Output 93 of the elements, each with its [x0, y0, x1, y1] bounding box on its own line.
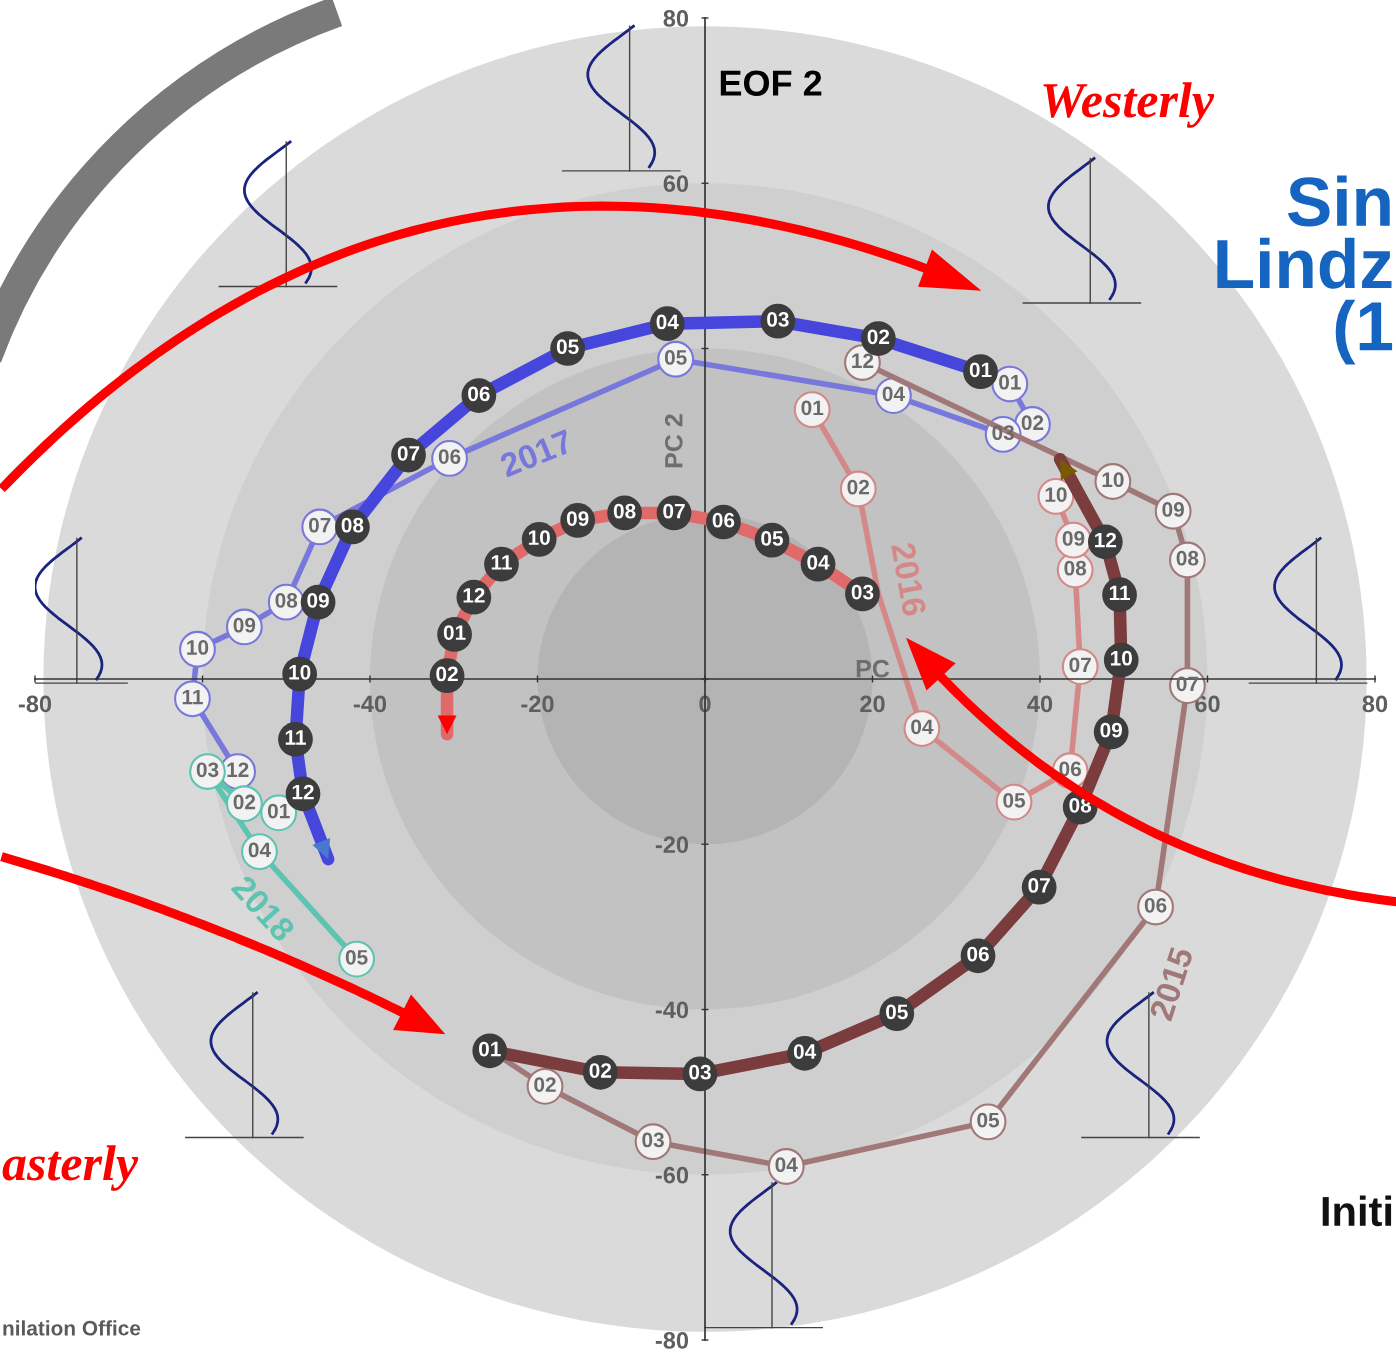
annotation: 11 — [491, 555, 512, 570]
annotation: 03 — [689, 1064, 711, 1080]
annotation: 08 — [613, 503, 636, 519]
annotation: 05 — [664, 350, 687, 365]
annotation: 03 — [767, 312, 789, 327]
annotation: 10 — [528, 530, 550, 545]
annotation: 01 — [801, 400, 824, 416]
annotation: 12 — [227, 762, 249, 777]
annotation: 06 — [1144, 897, 1167, 913]
annotation: 05 — [1003, 792, 1026, 808]
annotation: 04 — [882, 386, 905, 402]
annotation: 01 — [969, 362, 992, 378]
annotation: 02 — [589, 1063, 612, 1078]
annotation: 01 — [267, 803, 290, 819]
x-tick-label: -80 — [18, 695, 52, 713]
annotation: 03 — [851, 584, 874, 600]
x-tick-label: -40 — [353, 695, 387, 713]
annotation: 12 — [292, 784, 314, 800]
annotation: 06 — [712, 512, 735, 528]
annotation: 04 — [911, 719, 934, 735]
y-tick-label: -80 — [655, 1332, 689, 1349]
annotation: 09 — [233, 617, 256, 633]
annotation: 05 — [886, 1004, 908, 1020]
annotation: 07 — [308, 517, 331, 533]
annotation: 09 — [307, 593, 329, 608]
annotation: 12 — [1095, 532, 1117, 548]
annotation: 07 — [1028, 878, 1050, 893]
annotation: 06 — [438, 449, 461, 464]
annotation: 10 — [1045, 487, 1067, 502]
annotation: 10 — [1102, 472, 1124, 488]
annotation: 02 — [436, 666, 458, 682]
annotation: 11 — [285, 730, 306, 745]
annotation: 01 — [443, 625, 466, 640]
annotation: 08 — [1176, 550, 1199, 566]
annotation: 02 — [867, 329, 890, 345]
annotation: nilation Office — [3, 1320, 141, 1336]
text: 2015 — [1148, 945, 1194, 1022]
annotation: 06 — [967, 946, 989, 962]
annotation: 11 — [1109, 585, 1130, 601]
annotation: 04 — [656, 314, 679, 330]
text: 2017 — [498, 428, 574, 478]
annotation: 07 — [397, 445, 420, 461]
annotation: 05 — [761, 531, 784, 546]
annotation: 01 — [479, 1041, 501, 1057]
annotation: 11 — [182, 689, 203, 705]
annotation: 09 — [1100, 722, 1122, 738]
annotation: 09 — [1162, 502, 1184, 517]
annotation: 06 — [468, 386, 490, 402]
annotation: 03 — [196, 762, 219, 778]
annotation: 08 — [275, 593, 298, 608]
y-tick-label: 80 — [663, 10, 689, 27]
annotation: 03 — [642, 1132, 664, 1148]
y-tick-label: -60 — [655, 1166, 689, 1184]
annotation: 05 — [345, 949, 368, 965]
annotation: 10 — [289, 664, 311, 680]
annotation: 08 — [341, 517, 364, 533]
annotation: 05 — [977, 1112, 1000, 1128]
annotation: 02 — [847, 479, 870, 495]
y-tick-label: -40 — [655, 1001, 689, 1019]
y-tick-label: -20 — [655, 836, 689, 854]
annotation: 02 — [233, 794, 256, 810]
annotation: 07 — [1069, 657, 1091, 673]
annotation: 06 — [1059, 761, 1081, 777]
text: EOF 2 — [720, 70, 822, 96]
y-tick-label: 60 — [663, 175, 689, 193]
annotation: Westerly — [1043, 82, 1215, 128]
annotation: Initi — [1322, 1195, 1392, 1227]
annotation: 02 — [534, 1077, 556, 1092]
x-tick-label: -20 — [521, 695, 554, 713]
annotation: asterly — [2, 1145, 139, 1191]
annotation: Sin Lindz (1 — [1217, 175, 1393, 365]
annotation: 12 — [463, 588, 485, 603]
annotation: 04 — [775, 1157, 798, 1173]
annotation: 01 — [999, 374, 1021, 390]
annotation: 07 — [1176, 676, 1199, 692]
annotation: 04 — [248, 842, 271, 858]
annotation: 04 — [793, 1044, 817, 1059]
annotation: 12 — [852, 353, 874, 368]
x-tick-label: 20 — [860, 695, 885, 713]
annotation: 10 — [1110, 650, 1132, 666]
x-tick-label: 80 — [1362, 695, 1388, 713]
annotation: 05 — [556, 339, 579, 355]
x-tick-label: 40 — [1027, 695, 1053, 713]
text: 2016 — [890, 541, 927, 617]
y-axis-title: PC 2 — [664, 414, 683, 468]
annotation: 10 — [187, 640, 209, 655]
x-axis-title: PC — [856, 659, 890, 678]
annotation: 09 — [1062, 531, 1085, 546]
annotation: 02 — [1021, 415, 1044, 431]
annotation: 09 — [566, 511, 589, 526]
annotation: 08 — [1064, 560, 1087, 576]
annotation: 07 — [663, 503, 685, 519]
annotation: 04 — [807, 554, 830, 570]
